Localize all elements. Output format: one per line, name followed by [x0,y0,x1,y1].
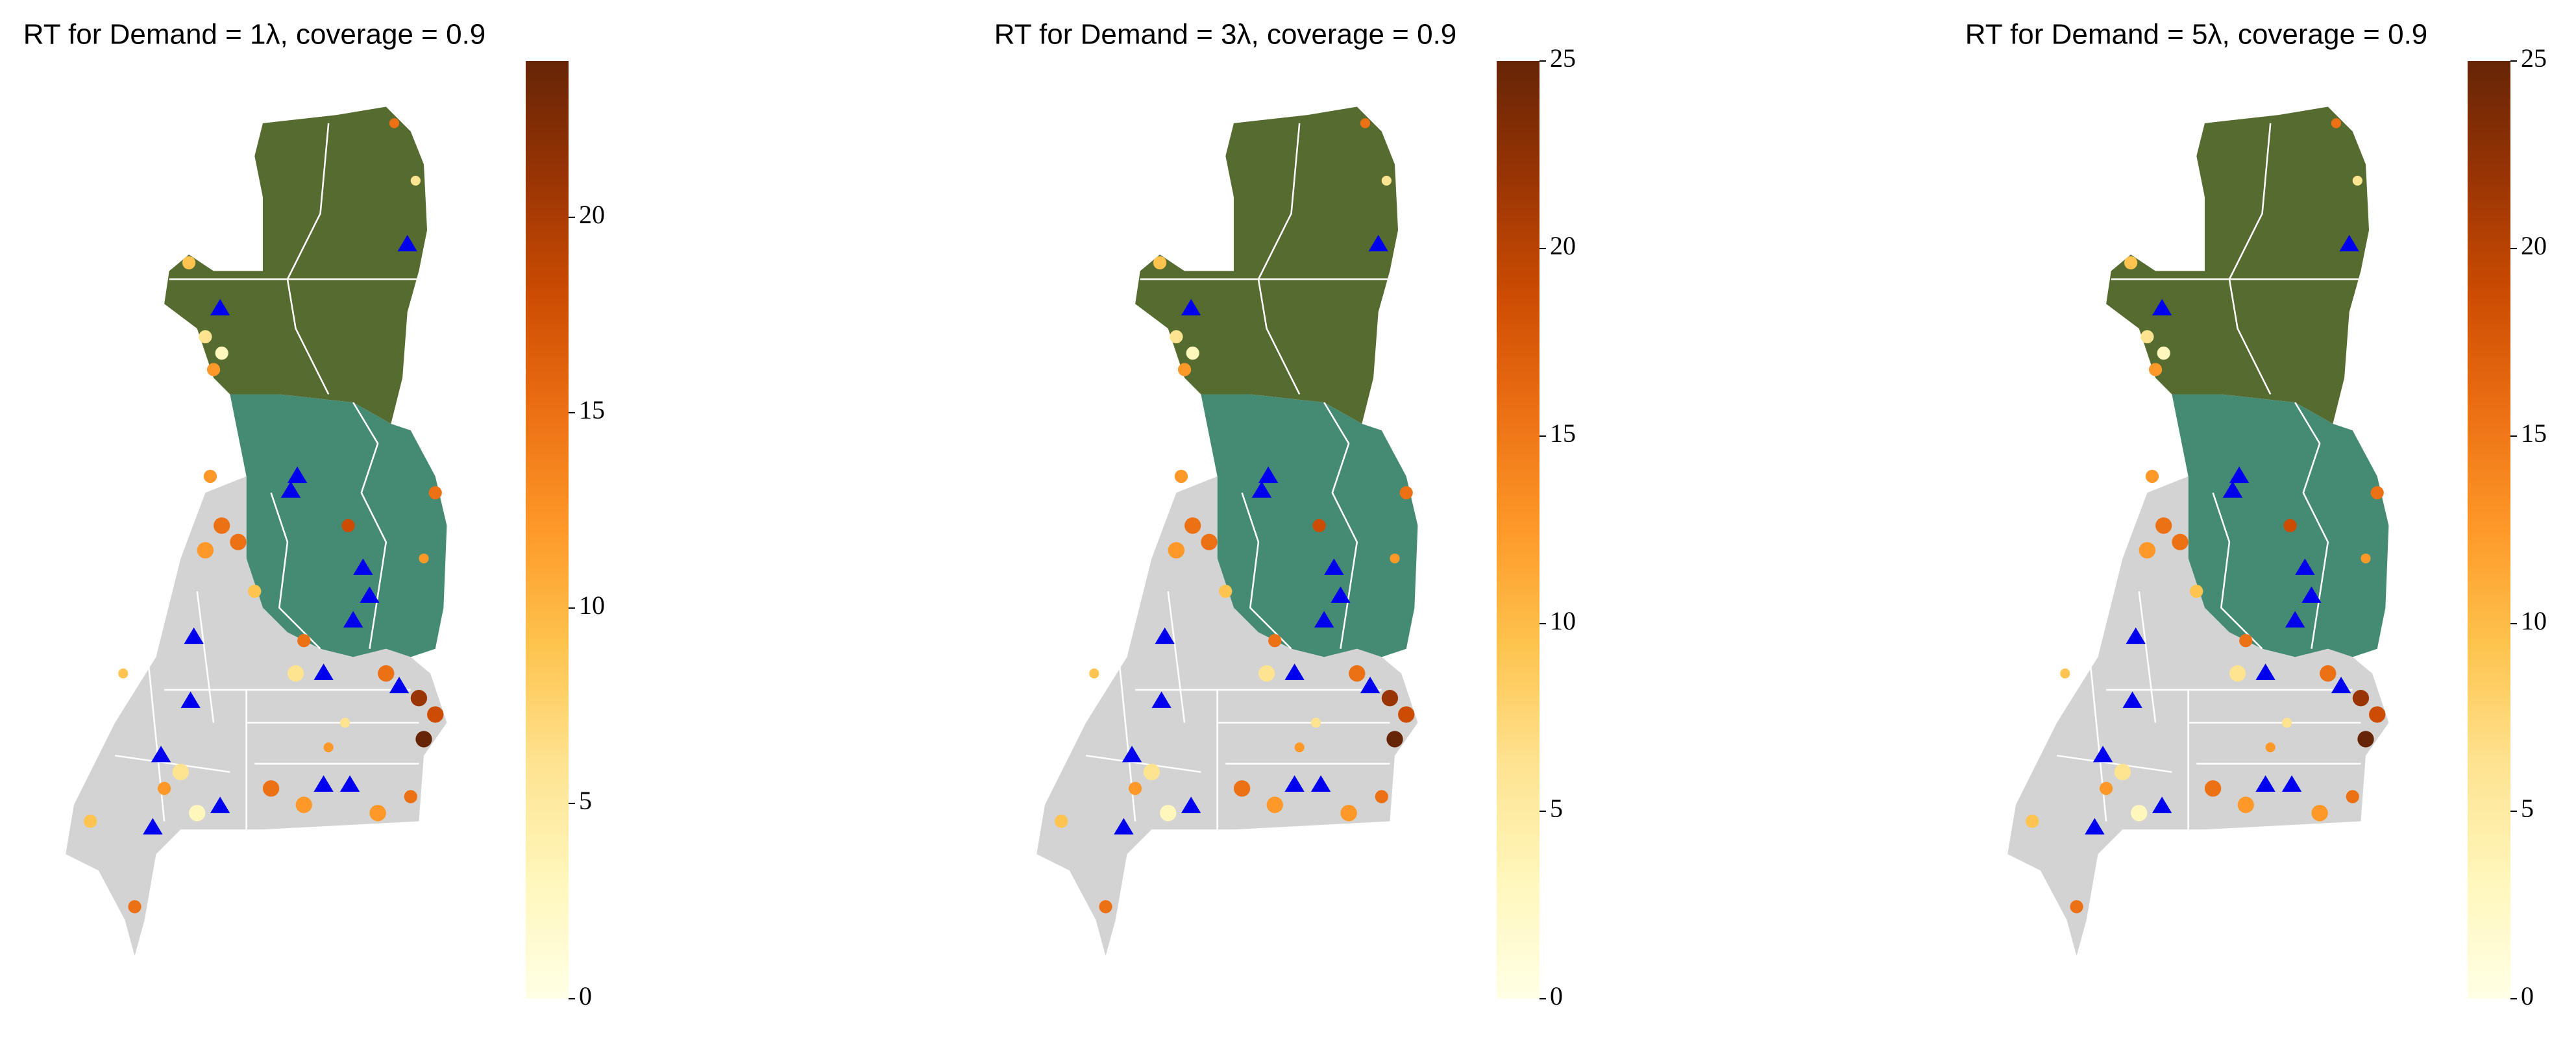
colorbar-tick-label: 15 [1550,419,1576,448]
colorbar-tick-label: 25 [2521,43,2547,73]
panel: RT for Demand = 5λ, coverage = 0.9 0 5 10 15… [1965,19,2547,1011]
colorbar-tick-label: 0 [579,981,592,1010]
chart-title: RT for Demand = 5λ, coverage = 0.9 [1965,19,2428,51]
colorbar [1497,61,1539,999]
colorbar-tick-label: 10 [579,591,605,620]
panel: RT for Demand = 1λ, coverage = 0.9 0 5 10 15… [23,19,605,1011]
map [64,106,448,957]
colorbar [2468,61,2510,999]
map [2006,106,2390,957]
colorbar-tick-label: 5 [2521,794,2534,823]
colorbar-tick-label: 0 [1550,981,1563,1010]
colorbar-tick-label: 20 [1550,231,1576,260]
colorbar-tick-label: 20 [579,200,605,229]
colorbar-tick-label: 20 [2521,231,2547,260]
colorbar-tick-label: 15 [579,395,605,424]
colorbar-tick-label: 5 [1550,794,1563,823]
colorbar-tick-label: 10 [2521,606,2547,635]
colorbar-tick-label: 0 [2521,981,2534,1010]
chart-title: RT for Demand = 1λ, coverage = 0.9 [23,19,486,51]
chart-title: RT for Demand = 3λ, coverage = 0.9 [994,19,1457,51]
colorbar-tick-label: 10 [1550,606,1576,635]
map [1035,106,1419,957]
panel: RT for Demand = 3λ, coverage = 0.9 0 5 10 15… [994,19,1576,1011]
colorbar-tick-label: 5 [579,786,592,815]
colorbar-tick-label: 25 [1550,43,1576,73]
colorbar [526,61,569,999]
colorbar-tick-label: 15 [2521,419,2547,448]
